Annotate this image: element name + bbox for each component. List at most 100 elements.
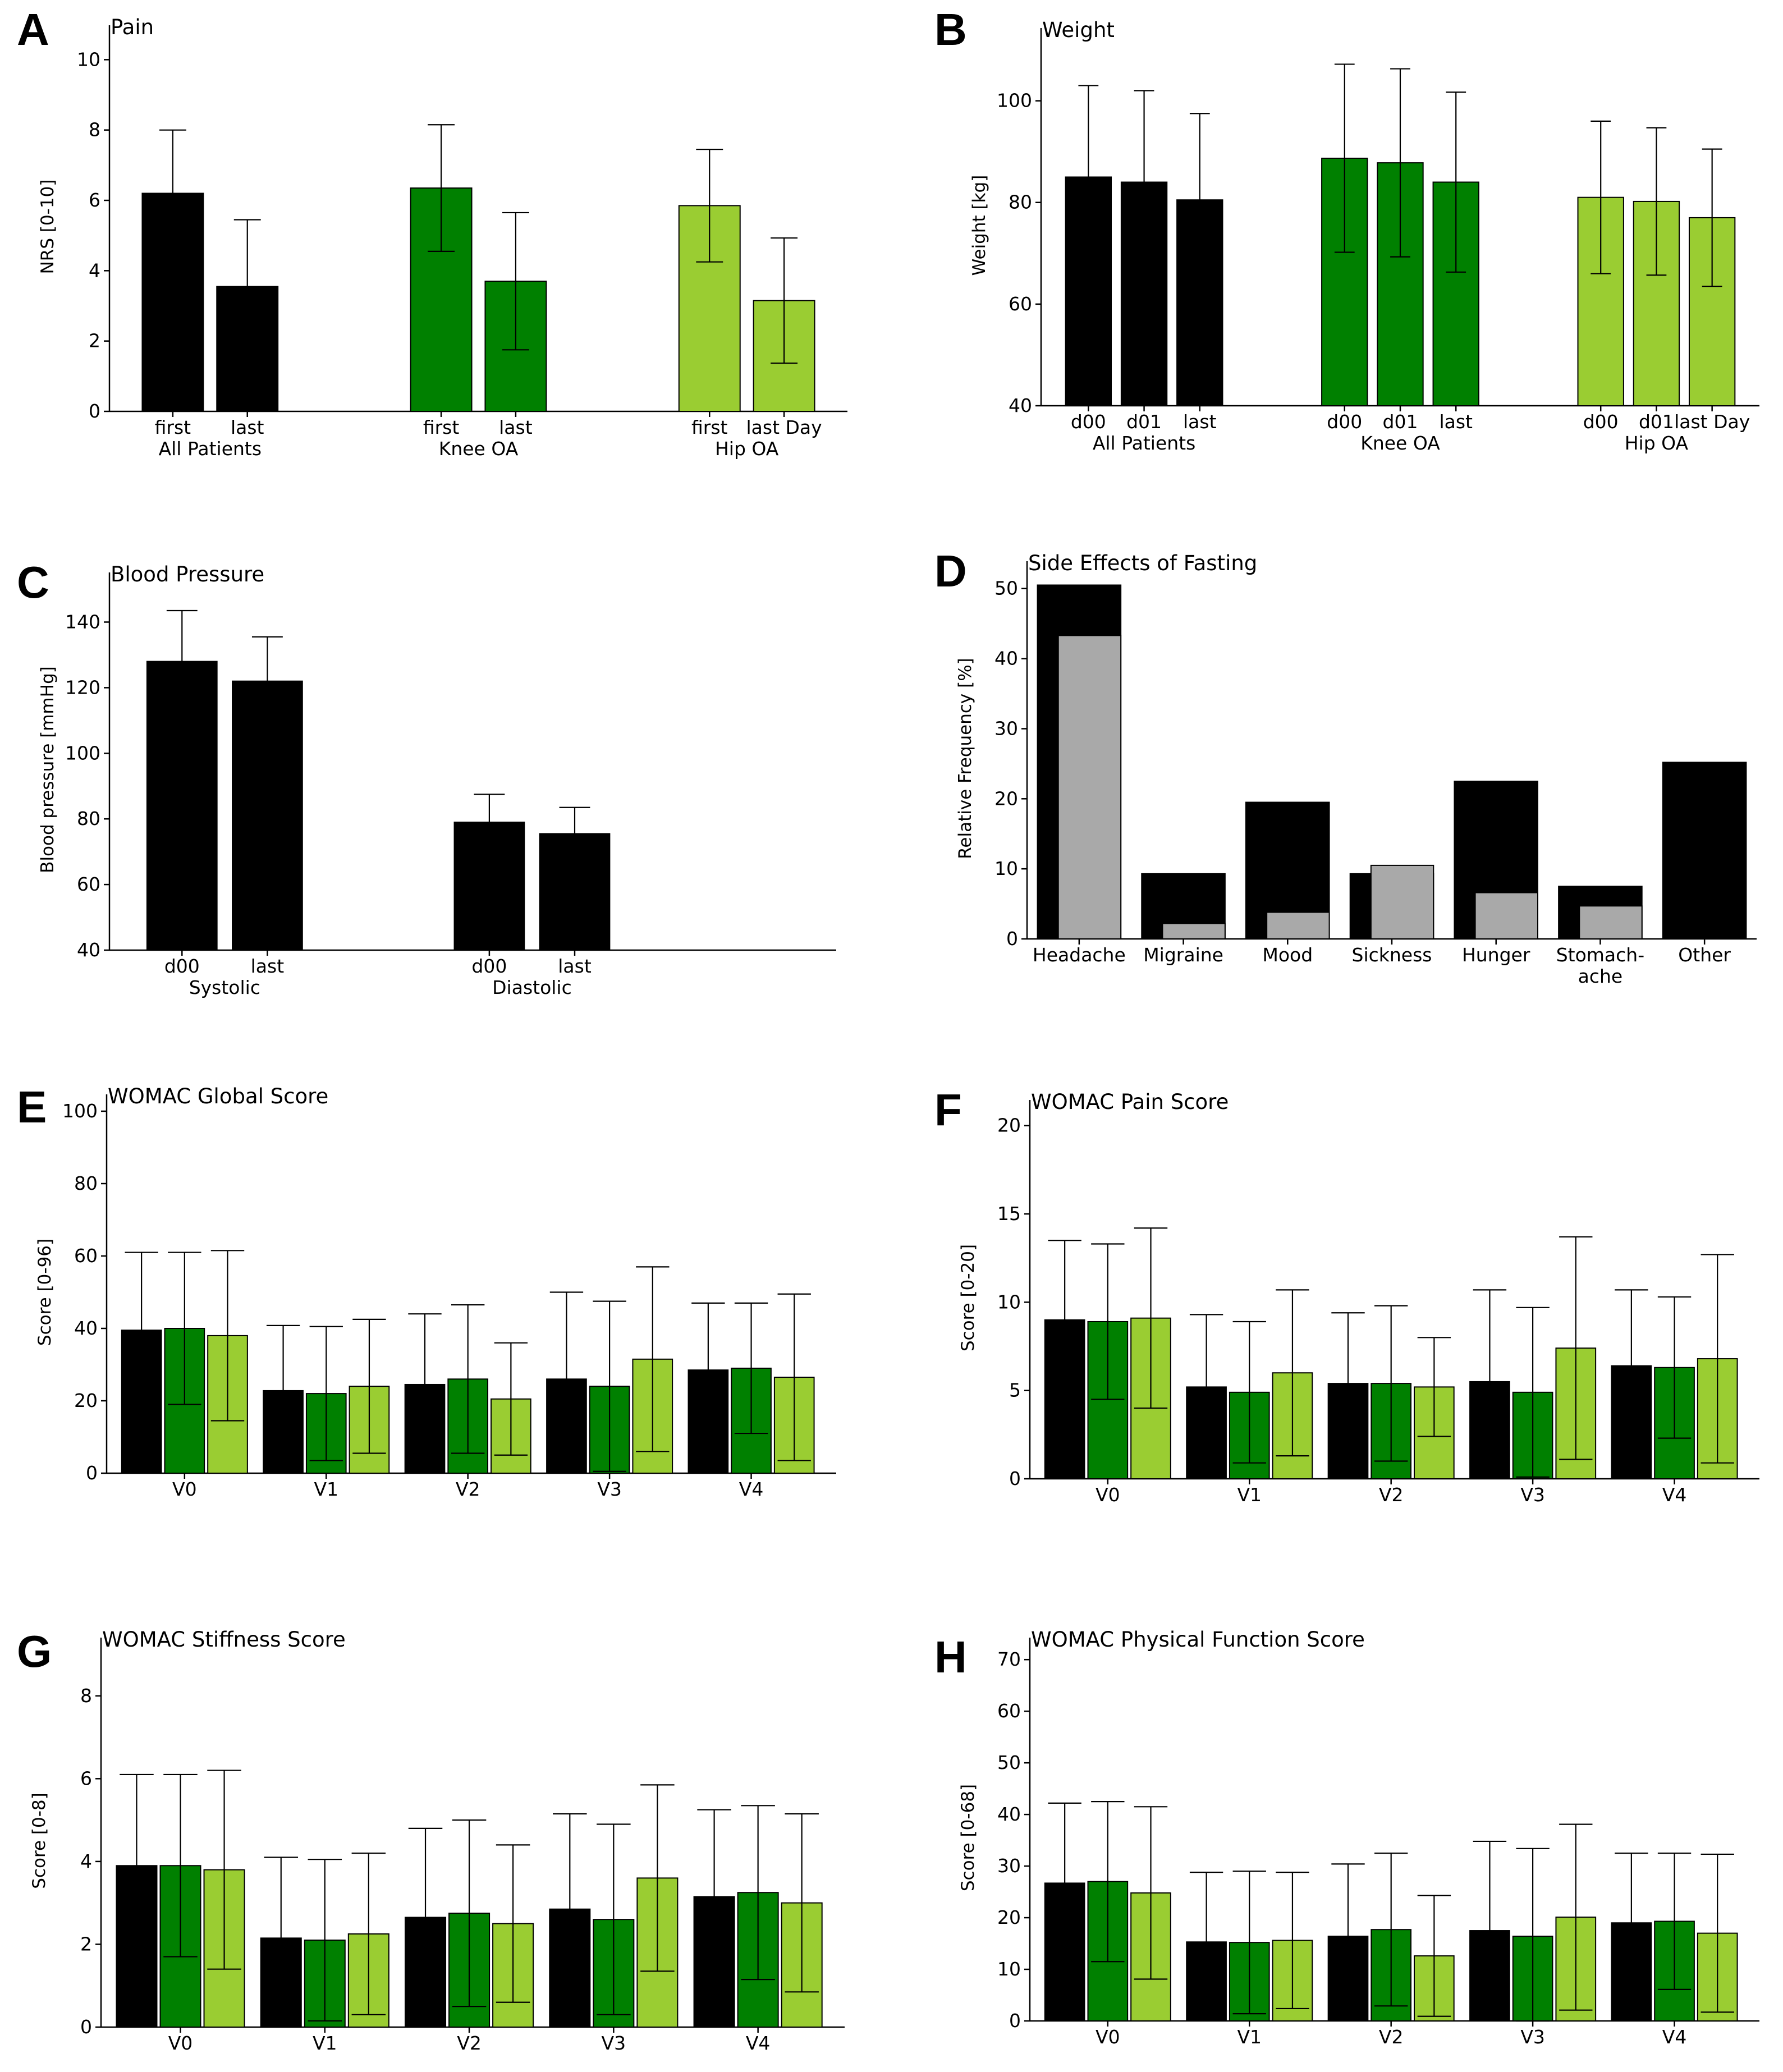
x-tick-label: Other <box>1678 944 1731 966</box>
panel-c <box>104 572 836 956</box>
y-axis-label-h: Score [0-68] <box>958 1784 978 1891</box>
error-bar <box>1134 1806 1168 1980</box>
x-tick-label: d00 <box>1071 411 1106 433</box>
panel-title-f: WOMAC Pain Score <box>1031 1090 1229 1114</box>
y-tick-label: 40 <box>77 939 100 961</box>
x-tick-label: V2 <box>456 1478 480 1500</box>
error-bar <box>640 1784 675 1972</box>
error-bar <box>452 1819 487 2007</box>
x-tick-label: Sickness <box>1352 944 1432 966</box>
y-tick-label: 0 <box>1009 2010 1021 2032</box>
error-bar <box>1374 1305 1408 1462</box>
error-bar <box>1516 1307 1550 1478</box>
panel-title-a: Pain <box>111 15 154 39</box>
y-axis-label-e: Score [0-96] <box>35 1239 55 1346</box>
y-tick-label: 20 <box>74 1390 98 1411</box>
error-bar <box>1646 127 1667 276</box>
error-bar <box>308 1859 342 2022</box>
error-bar <box>451 1304 485 1454</box>
y-tick-label: 10 <box>994 858 1018 879</box>
error-bar <box>1657 1852 1692 1990</box>
error-bar <box>251 636 283 726</box>
y-tick-label: 10 <box>997 1958 1021 1980</box>
error-bar <box>553 1813 587 2005</box>
y-axis-label-f: Score [0-20] <box>958 1244 978 1351</box>
error-bar <box>1189 1872 1223 2013</box>
error-bar <box>771 237 798 364</box>
error-bar <box>1702 148 1722 287</box>
x-tick-label: Hunger <box>1462 944 1530 966</box>
x-tick-label: V4 <box>746 2032 771 2054</box>
error-bar <box>1559 1236 1593 1460</box>
error-bar <box>1417 1895 1451 2017</box>
y-tick-label: 80 <box>77 808 100 829</box>
x-tick-label: V3 <box>602 2032 626 2054</box>
y-tick-label: 30 <box>997 1855 1021 1877</box>
bar-grey <box>1266 911 1330 939</box>
error-bar <box>408 1827 443 2007</box>
error-bar <box>1473 1289 1507 1474</box>
error-bar <box>691 1302 725 1438</box>
x-tick-label: last <box>231 416 264 438</box>
y-axis-label-a: NRS [0-10] <box>38 180 58 274</box>
error-bar <box>264 1856 299 2020</box>
x-tick-label: V4 <box>1662 1484 1687 1506</box>
y-tick-label: 140 <box>65 611 100 632</box>
y-tick-label: 10 <box>77 48 100 70</box>
y-tick-label: 6 <box>80 1767 92 1789</box>
group-label: Systolic <box>189 977 260 998</box>
error-bar <box>777 1293 811 1461</box>
error-bar <box>351 1853 386 2015</box>
error-bar <box>1091 1801 1125 1963</box>
group-label: All Patients <box>159 438 262 460</box>
error-bar <box>502 212 529 351</box>
y-tick-label: 2 <box>89 330 100 352</box>
error-bar <box>168 1252 201 1405</box>
error-bar <box>1048 1240 1081 1400</box>
y-tick-label: 8 <box>80 1685 92 1707</box>
x-tick-label: last <box>558 955 592 977</box>
error-bar <box>166 609 198 713</box>
error-bar <box>1701 1853 1734 2013</box>
x-tick-label: last <box>499 416 533 438</box>
bar-grey <box>1370 864 1434 940</box>
x-tick-label: V0 <box>1096 2026 1120 2048</box>
error-bar <box>408 1313 442 1456</box>
x-tick-label: V1 <box>313 2032 337 2054</box>
bar-grey <box>1579 905 1643 940</box>
y-tick-label: 70 <box>997 1648 1021 1670</box>
y-tick-label: 60 <box>1009 293 1032 315</box>
y-tick-label: 80 <box>1009 191 1032 213</box>
panel-title-d: Side Effects of Fasting <box>1028 551 1257 575</box>
y-tick-label: 0 <box>80 2016 92 2038</box>
x-tick-label: V4 <box>739 1478 764 1500</box>
x-tick-label: d00 <box>1327 411 1362 433</box>
x-tick-label: V0 <box>168 2032 193 2054</box>
bar-grey <box>1057 635 1122 940</box>
error-bar <box>1189 113 1210 287</box>
error-bar <box>1331 1863 1365 2010</box>
group-label: Knee OA <box>439 438 519 460</box>
y-tick-label: 20 <box>994 787 1018 809</box>
x-tick-label: Stomach-ache <box>1556 944 1644 987</box>
error-bar <box>210 1250 245 1422</box>
y-tick-label: 0 <box>86 1462 98 1484</box>
y-tick-label: 0 <box>1006 928 1018 950</box>
y-tick-label: 5 <box>1009 1379 1021 1401</box>
error-bar <box>1134 90 1154 274</box>
x-tick-label: V0 <box>172 1478 197 1500</box>
error-bar <box>1334 63 1355 253</box>
panel-h <box>1024 1638 1759 2027</box>
error-bar <box>1276 1289 1309 1457</box>
x-tick-label: d00 <box>471 955 507 977</box>
x-tick-label: V3 <box>597 1478 622 1500</box>
y-axis-label-g: Score [0-8] <box>29 1793 49 1889</box>
error-bar <box>1078 85 1099 269</box>
panel-b <box>1035 28 1759 411</box>
group-label: Hip OA <box>1625 432 1689 454</box>
error-bar <box>1615 1289 1648 1443</box>
panel-label-a: A <box>17 4 49 54</box>
y-tick-label: 40 <box>1009 395 1032 416</box>
bar-grey <box>1162 923 1226 939</box>
error-bar <box>1134 1227 1168 1409</box>
